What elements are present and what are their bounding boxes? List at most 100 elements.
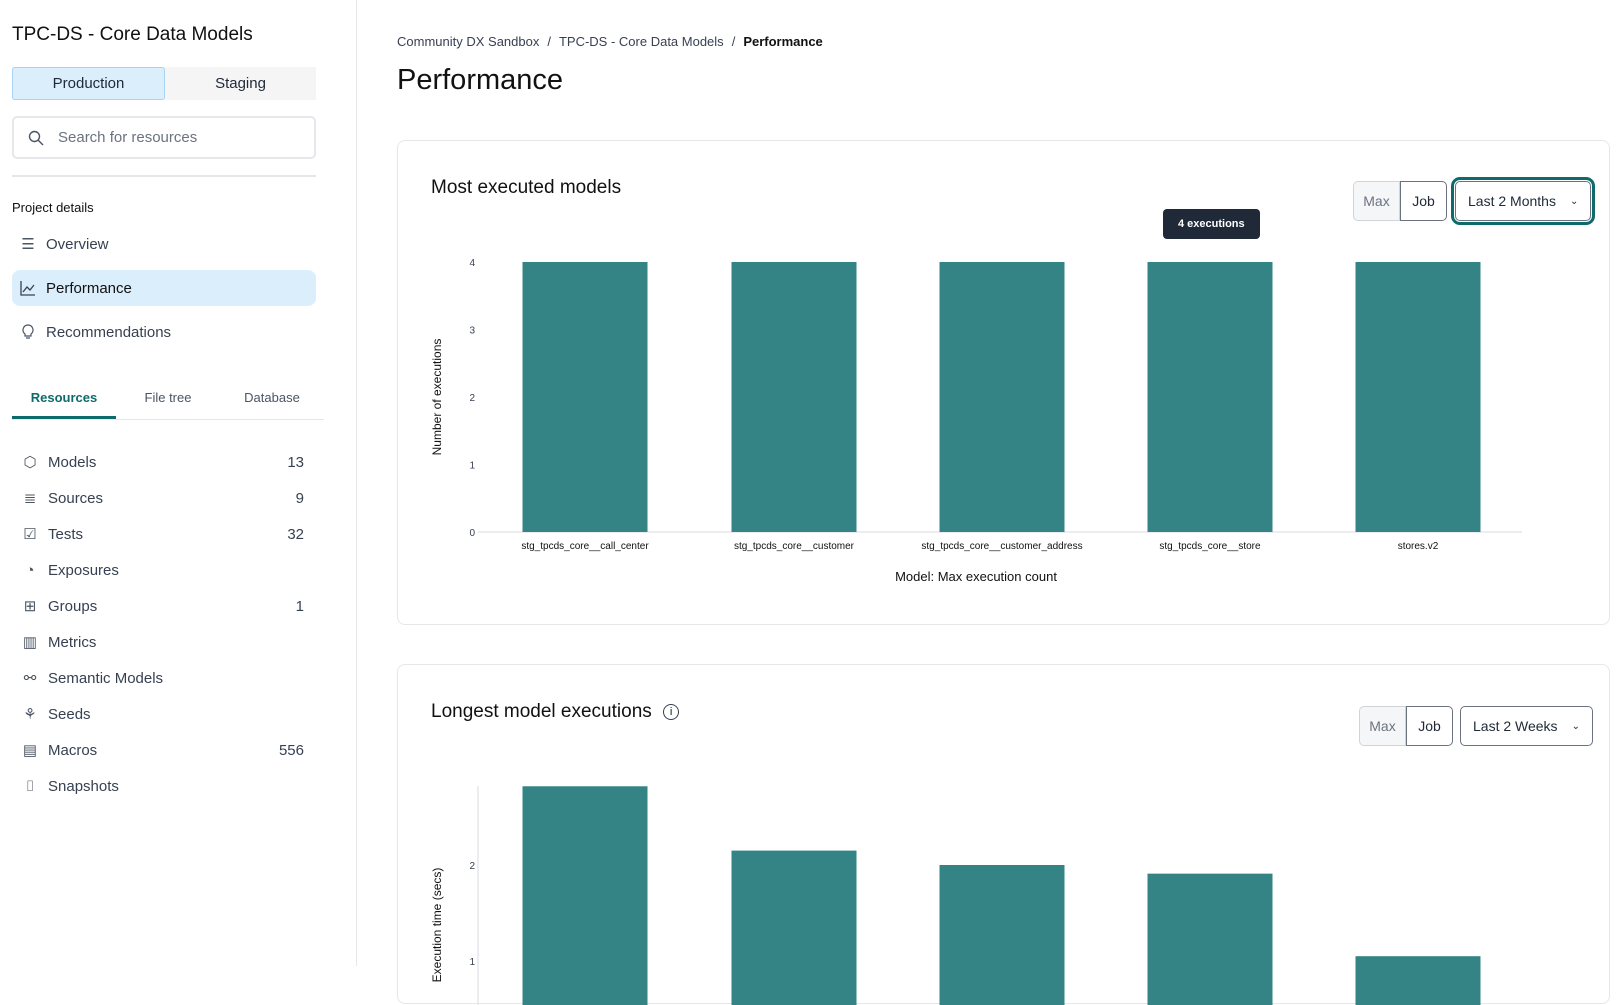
metric-toggle: Max Job	[1359, 706, 1453, 746]
resource-count: 13	[287, 453, 304, 471]
y-tick-label: 3	[469, 326, 475, 337]
time-range-dropdown[interactable]: Last 2 Months ⌄	[1450, 177, 1596, 225]
breadcrumb-project[interactable]: TPC-DS - Core Data Models	[558, 34, 724, 49]
metric-toggle: Max Job	[1353, 181, 1447, 221]
y-tick-label: 4	[469, 258, 475, 269]
bar	[939, 262, 1065, 532]
x-tick-label: stg_tpcds_core__store	[1159, 541, 1261, 552]
resource-count: 9	[295, 489, 304, 507]
resource-label: Tests	[48, 525, 84, 543]
resource-sources[interactable]: ≣ Sources 9	[22, 483, 304, 513]
resource-count: 1	[295, 597, 304, 615]
resource-models[interactable]: ⬡ Models 13	[22, 447, 304, 477]
dropdown-value: Last 2 Weeks	[1473, 718, 1558, 734]
tab-resources[interactable]: Resources	[12, 382, 116, 419]
card-title: Longest model executions i	[431, 701, 680, 723]
nav-label: Overview	[46, 235, 109, 253]
breadcrumb-current: Performance	[743, 34, 823, 49]
bar	[731, 850, 857, 1005]
resource-snapshots[interactable]: ⌷ Snapshots	[22, 771, 304, 801]
resource-label: Exposures	[48, 561, 119, 579]
x-tick-label: stg_tpcds_core__customer_address	[921, 541, 1082, 552]
bar	[731, 262, 857, 532]
section-label: Project details	[12, 200, 94, 215]
search-placeholder: Search for resources	[58, 129, 198, 146]
resource-label: Metrics	[48, 633, 97, 651]
bar	[522, 786, 648, 1005]
breadcrumb-sandbox[interactable]: Community DX Sandbox	[397, 34, 540, 49]
chart-most-executed: 0 1 2 3 4 stg_tpcds_core__call_center stg_tpcd…	[430, 258, 1522, 581]
resource-label: Sources	[48, 489, 104, 507]
tab-file-tree[interactable]: File tree	[144, 390, 192, 405]
card-title: Most executed models	[431, 177, 622, 198]
nav-overview[interactable]: ☰ Overview	[12, 226, 316, 262]
y-tick-label: 2	[469, 393, 475, 404]
x-axis-label: Model: Max execution count	[895, 569, 1057, 581]
resource-groups[interactable]: ⊞ Groups 1	[22, 591, 304, 621]
tab-database[interactable]: Database	[244, 390, 300, 405]
bar	[1147, 262, 1273, 532]
page-title: Performance	[397, 64, 564, 96]
x-tick-label: stg_tpcds_core__call_center	[521, 541, 649, 552]
resource-label: Models	[48, 453, 97, 471]
y-tick-label: 1	[469, 461, 475, 472]
environment-toggle: Production Staging	[12, 67, 316, 100]
resource-exposures[interactable]: ◔ Exposures	[22, 555, 304, 585]
y-tick-label: 1	[469, 957, 475, 968]
cube-icon: ⬡	[23, 454, 37, 471]
list-icon: ☰	[21, 236, 35, 253]
search-icon	[28, 130, 44, 145]
resource-label: Groups	[48, 597, 98, 615]
max-button[interactable]: Max	[1359, 706, 1406, 746]
camera-icon: ⌷	[25, 777, 35, 795]
job-button[interactable]: Job	[1400, 181, 1447, 221]
breadcrumb: Community DX Sandbox / TPC-DS - Core Data…	[397, 34, 823, 49]
sidebar: TPC-DS - Core Data Models Production Sta…	[0, 0, 357, 966]
resource-tests[interactable]: ☑ Tests 32	[22, 519, 304, 549]
time-range-dropdown[interactable]: Last 2 Weeks ⌄	[1460, 706, 1593, 746]
longest-executions-card: Longest model executions i Max Job Last …	[397, 664, 1610, 1005]
resource-seeds[interactable]: ⚘ Seeds	[22, 699, 304, 729]
nav-label: Performance	[46, 279, 132, 297]
nav-recommendations[interactable]: Recommendations	[12, 314, 316, 350]
env-staging-tab[interactable]: Staging	[215, 75, 266, 92]
resource-label: Semantic Models	[48, 669, 164, 687]
nav-performance[interactable]: Performance	[12, 270, 316, 306]
chevron-down-icon: ⌄	[1569, 195, 1579, 207]
search-input[interactable]: Search for resources	[12, 116, 316, 159]
resource-label: Macros	[48, 741, 98, 759]
sprout-icon: ⚘	[23, 706, 37, 723]
x-tick-label: stg_tpcds_core__customer	[734, 541, 855, 552]
resource-metrics[interactable]: ▥ Metrics	[22, 627, 304, 657]
info-icon[interactable]: i	[663, 704, 680, 720]
bar	[522, 262, 648, 532]
project-title: TPC-DS - Core Data Models	[12, 24, 253, 45]
divider	[12, 175, 316, 177]
resource-macros[interactable]: ▤ Macros 556	[22, 735, 304, 765]
y-tick-label: 2	[469, 861, 475, 872]
max-button[interactable]: Max	[1353, 181, 1400, 221]
chart-longest-executions: 1 2 Execution time (secs)	[430, 786, 1481, 1005]
resource-semantic-models[interactable]: ⚯ Semantic Models	[22, 663, 304, 693]
grid-icon: ⊞	[23, 598, 37, 615]
y-axis-label: Number of executions	[430, 339, 444, 456]
nodes-icon: ⚯	[23, 670, 37, 687]
resource-count: 32	[287, 525, 304, 543]
y-tick-label: 0	[469, 528, 475, 539]
x-tick-label: stores.v2	[1398, 541, 1439, 552]
bar-tooltip: 4 executions	[1163, 209, 1260, 239]
line-chart-icon	[20, 281, 35, 296]
database-icon: ≣	[23, 490, 37, 507]
clipboard-check-icon: ☑	[23, 526, 37, 543]
nav-label: Recommendations	[46, 323, 172, 341]
bar	[1355, 956, 1481, 1005]
resource-label: Snapshots	[48, 777, 119, 795]
lightbulb-icon	[22, 324, 34, 339]
gauge-icon: ◔	[25, 561, 35, 579]
bar	[1355, 262, 1481, 532]
y-axis-label: Execution time (secs)	[430, 868, 444, 983]
env-production-tab[interactable]: Production	[12, 67, 165, 100]
job-button[interactable]: Job	[1406, 706, 1453, 746]
card-title-text: Longest model executions	[431, 701, 652, 722]
bar-chart-icon: ▥	[22, 634, 38, 651]
